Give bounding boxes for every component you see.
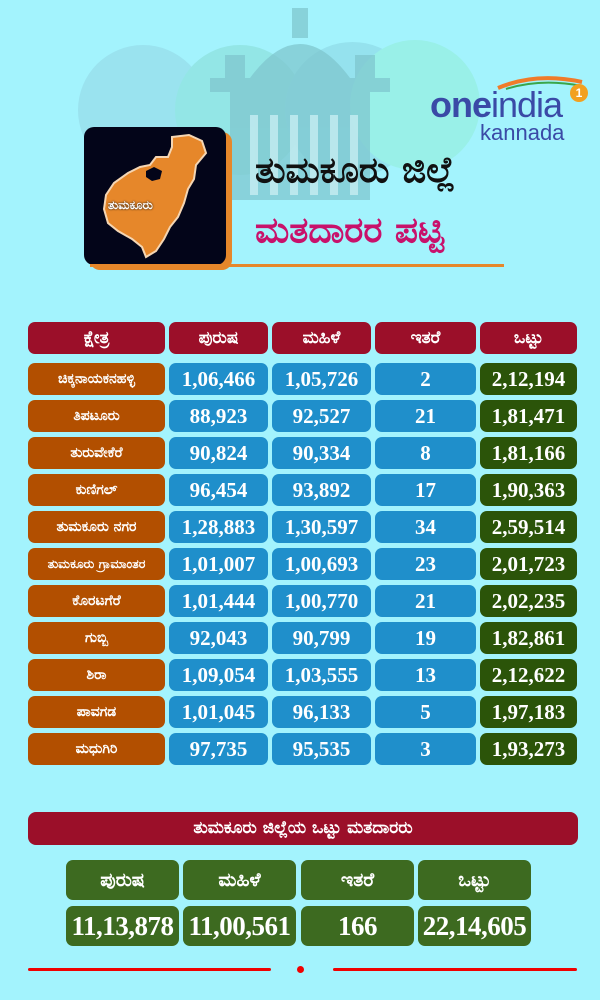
constituency-name: ಕುಣಿಗಲ್ (28, 474, 165, 506)
male-count: 1,06,466 (169, 363, 268, 395)
others-count: 3 (375, 733, 476, 765)
summary-header-others: ಇತರೆ (301, 860, 414, 900)
constituency-name: ತುರುವೇಕೆರೆ (28, 437, 165, 469)
header-total: ಒಟ್ಟು (480, 322, 577, 354)
male-count: 97,735 (169, 733, 268, 765)
oneindia-kannada-logo: oneindia 1 kannada (430, 76, 600, 146)
divider-left (28, 968, 271, 971)
others-count: 13 (375, 659, 476, 691)
summary-others-value: 166 (301, 906, 414, 946)
total-count: 2,12,622 (480, 659, 577, 691)
hero-banner: oneindia 1 kannada ತುಮಕೂರು ತುಮಕೂರು ಜಿಲ್ಲ… (0, 0, 600, 300)
others-count: 17 (375, 474, 476, 506)
male-count: 96,454 (169, 474, 268, 506)
male-count: 1,01,444 (169, 585, 268, 617)
divider-dot (297, 966, 304, 973)
others-count: 21 (375, 400, 476, 432)
summary-male-value: 11,13,878 (66, 906, 179, 946)
female-count: 1,05,726 (272, 363, 371, 395)
header-others: ಇತರೆ (375, 322, 476, 354)
others-count: 2 (375, 363, 476, 395)
constituency-name: ಶಿರಾ (28, 659, 165, 691)
summary-header-female: ಮಹಿಳೆ (183, 860, 296, 900)
total-count: 2,01,723 (480, 548, 577, 580)
vidhana-soudha-building-icon (210, 8, 390, 200)
female-count: 1,30,597 (272, 511, 371, 543)
logo-wordmark: oneindia (430, 84, 563, 125)
header-male: ಪುರುಷ (169, 322, 268, 354)
female-count: 95,535 (272, 733, 371, 765)
female-count: 1,00,693 (272, 548, 371, 580)
summary-title: ತುಮಕೂರು ಜಿಲ್ಲೆಯ ಒಟ್ಟು ಮತದಾರರು (28, 812, 578, 845)
female-count: 90,799 (272, 622, 371, 654)
others-count: 19 (375, 622, 476, 654)
others-count: 5 (375, 696, 476, 728)
total-count: 2,59,514 (480, 511, 577, 543)
male-count: 1,28,883 (169, 511, 268, 543)
district-map-icon (102, 133, 208, 259)
logo-badge: 1 (570, 84, 588, 102)
constituency-name: ತಿಪಟೂರು (28, 400, 165, 432)
map-label: ತುಮಕೂರು (108, 198, 153, 212)
male-count: 1,09,054 (169, 659, 268, 691)
summary-total-value: 22,14,605 (418, 906, 531, 946)
female-count: 92,527 (272, 400, 371, 432)
divider-right (333, 968, 577, 971)
male-count: 90,824 (169, 437, 268, 469)
summary-header-total: ಒಟ್ಟು (418, 860, 531, 900)
total-count: 1,82,861 (480, 622, 577, 654)
female-count: 1,00,770 (272, 585, 371, 617)
page-subtitle: ಮತದಾರರ ಪಟ್ಟಿ (255, 210, 445, 251)
male-count: 88,923 (169, 400, 268, 432)
constituency-name: ಮಧುಗಿರಿ (28, 733, 165, 765)
header-constituency: ಕ್ಷೇತ್ರ (28, 322, 165, 354)
female-count: 1,03,555 (272, 659, 371, 691)
female-count: 90,334 (272, 437, 371, 469)
others-count: 21 (375, 585, 476, 617)
logo-subtitle: kannada (480, 120, 565, 145)
total-count: 1,81,166 (480, 437, 577, 469)
total-count: 1,81,471 (480, 400, 577, 432)
constituency-name: ತುಮಕೂರು ನಗರ (28, 511, 165, 543)
male-count: 1,01,045 (169, 696, 268, 728)
others-count: 8 (375, 437, 476, 469)
summary-header-male: ಪುರುಷ (66, 860, 179, 900)
page-title: ತುಮಕೂರು ಜಿಲ್ಲೆ (255, 150, 456, 191)
constituency-name: ಗುಬ್ಬಿ (28, 622, 165, 654)
summary-female-value: 11,00,561 (183, 906, 296, 946)
male-count: 92,043 (169, 622, 268, 654)
header-female: ಮಹಿಳೆ (272, 322, 371, 354)
district-map-card: ತುಮಕೂರು (84, 127, 226, 265)
female-count: 96,133 (272, 696, 371, 728)
constituency-name: ಪಾವಗಡ (28, 696, 165, 728)
total-count: 2,02,235 (480, 585, 577, 617)
title-underline (90, 264, 504, 267)
constituency-name: ಕೊರಟಗೆರೆ (28, 585, 165, 617)
total-count: 1,90,363 (480, 474, 577, 506)
others-count: 34 (375, 511, 476, 543)
total-count: 1,93,273 (480, 733, 577, 765)
total-count: 1,97,183 (480, 696, 577, 728)
female-count: 93,892 (272, 474, 371, 506)
male-count: 1,01,007 (169, 548, 268, 580)
constituency-name: ತುಮಕೂರು ಗ್ರಾಮಾಂತರ (28, 548, 165, 580)
total-count: 2,12,194 (480, 363, 577, 395)
constituency-name: ಚಿಕ್ಕನಾಯಕನಹಳ್ಳಿ (28, 363, 165, 395)
others-count: 23 (375, 548, 476, 580)
